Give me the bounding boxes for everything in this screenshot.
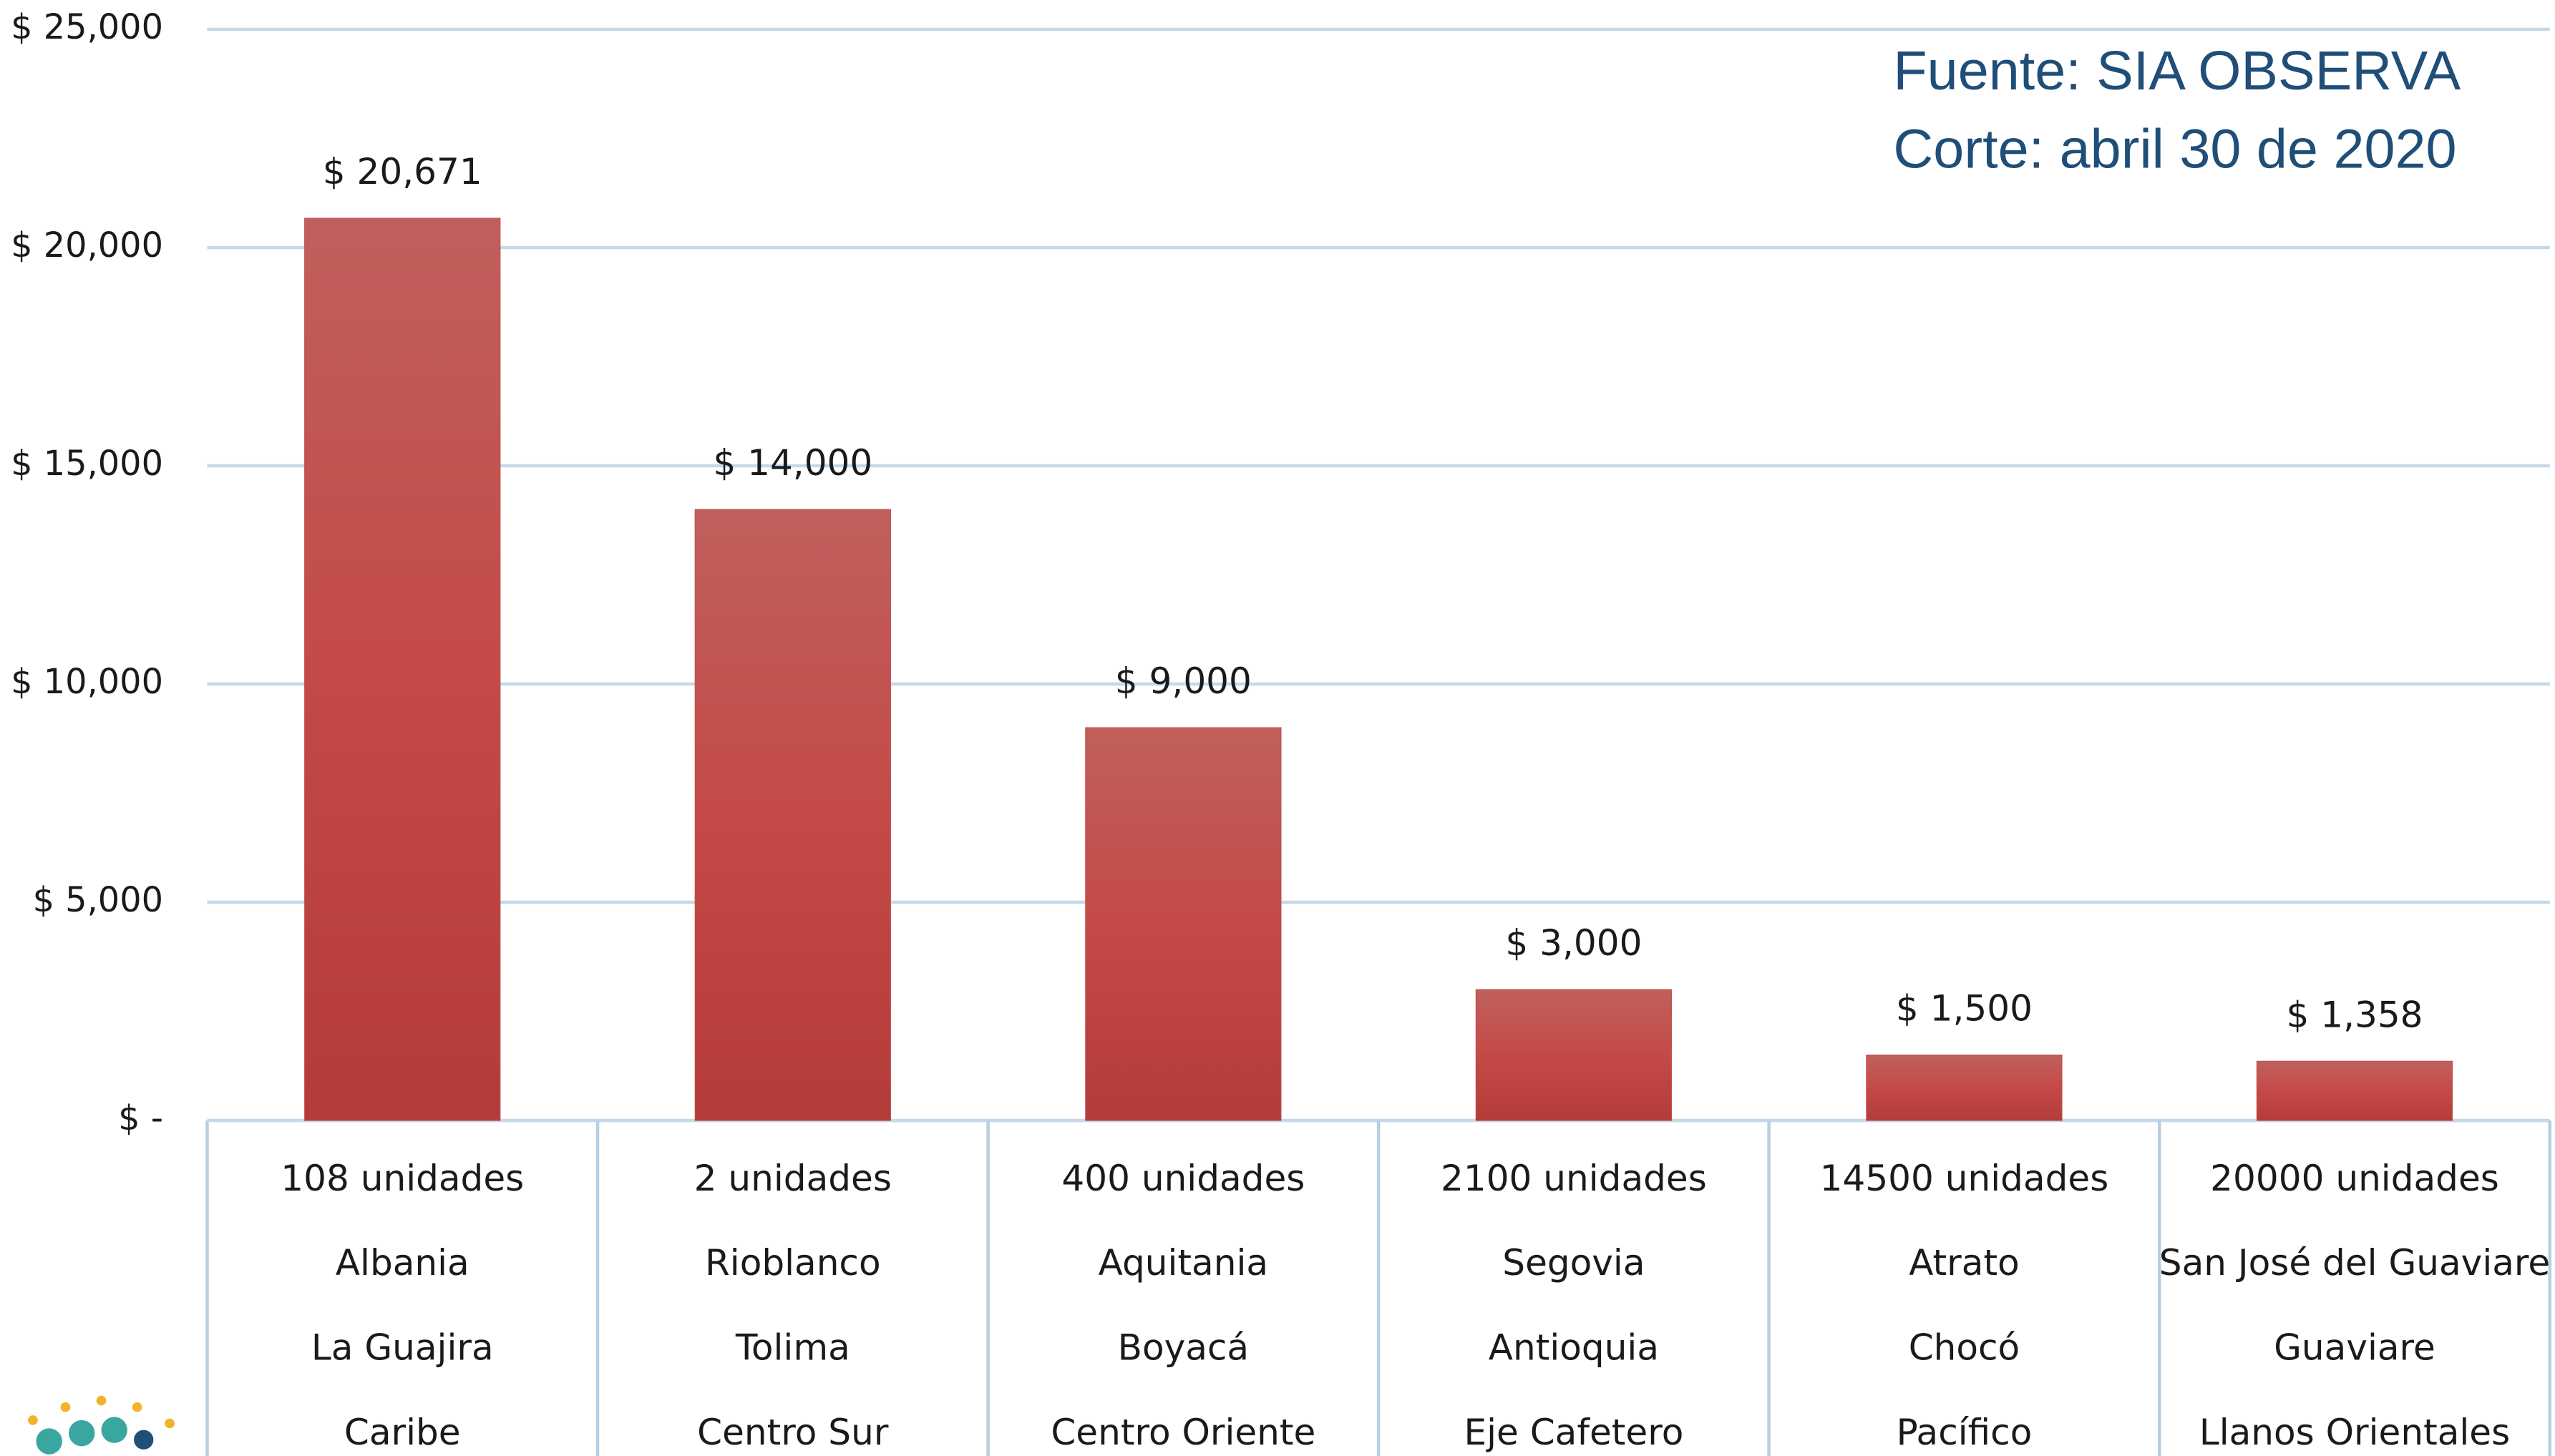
x-tick-label: 2100 unidades xyxy=(1441,1158,1707,1199)
x-tick-label: Rioblanco xyxy=(705,1242,881,1284)
y-tick-label: $ 25,000 xyxy=(11,8,163,47)
bar xyxy=(694,509,891,1121)
x-tick-label: Boyacá xyxy=(1118,1327,1249,1369)
bar xyxy=(304,218,501,1121)
bar xyxy=(1475,989,1673,1121)
x-tick-label: Guaviare xyxy=(2274,1327,2435,1369)
y-tick-label: $ 20,000 xyxy=(11,226,163,265)
x-tick-label: 400 unidades xyxy=(1061,1158,1305,1199)
y-tick-label: $ 10,000 xyxy=(11,663,163,702)
x-tick-label: Pacífico xyxy=(1897,1412,2033,1453)
annotation: Corte: abril 30 de 2020 xyxy=(1893,118,2456,180)
value-label: $ 20,671 xyxy=(323,151,482,192)
value-label: $ 1,358 xyxy=(2286,994,2423,1035)
y-tick-label: $ 5,000 xyxy=(33,881,163,920)
logo xyxy=(28,1395,175,1455)
x-tick-label: 2 unidades xyxy=(694,1158,892,1199)
value-label: $ 3,000 xyxy=(1505,922,1642,964)
value-label: $ 14,000 xyxy=(713,442,872,484)
x-tick-label: La Guajira xyxy=(311,1327,494,1369)
x-tick-label: 14500 unidades xyxy=(1820,1158,2109,1199)
x-tick-label: Centro Oriente xyxy=(1051,1412,1315,1453)
x-tick-label: Centro Sur xyxy=(697,1412,889,1453)
x-tick-label: Eje Cafetero xyxy=(1464,1412,1683,1453)
y-tick-label: $ 15,000 xyxy=(11,444,163,484)
y-tick-label: $ - xyxy=(118,1099,163,1138)
x-tick-label: Albania xyxy=(336,1242,469,1284)
x-tick-label: Antioquia xyxy=(1489,1327,1659,1369)
x-tick-label: 108 unidades xyxy=(281,1158,524,1199)
x-tick-label: Caribe xyxy=(344,1412,461,1453)
x-tick-label: Tolima xyxy=(735,1327,850,1369)
x-tick-label: Aquitania xyxy=(1099,1242,1268,1284)
value-label: $ 1,500 xyxy=(1896,988,2033,1030)
value-label: $ 9,000 xyxy=(1115,660,1252,702)
x-tick-label: Llanos Orientales xyxy=(2199,1412,2510,1453)
bar xyxy=(1866,1055,2063,1121)
x-tick-label: San José del Guaviare xyxy=(2159,1242,2550,1284)
annotation: Fuente: SIA OBSERVA xyxy=(1893,40,2461,102)
x-tick-label: 20000 unidades xyxy=(2210,1158,2499,1199)
x-tick-label: Segovia xyxy=(1502,1242,1645,1284)
bar xyxy=(2256,1060,2453,1121)
bar xyxy=(1085,727,1282,1121)
x-tick-label: Atrato xyxy=(1909,1242,2020,1284)
x-tick-label: Chocó xyxy=(1909,1327,2020,1369)
